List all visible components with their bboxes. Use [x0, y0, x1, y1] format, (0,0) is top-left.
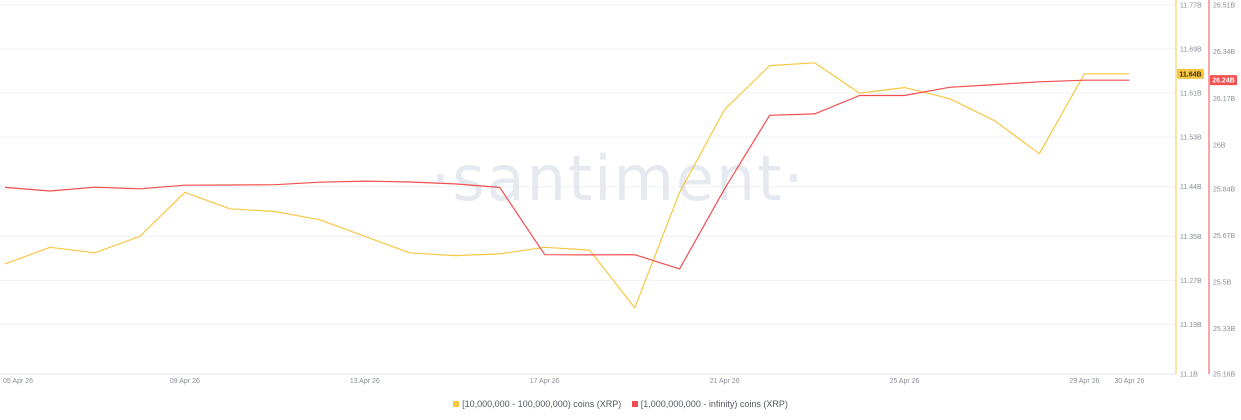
y-right-tick-label: 26.17B — [1213, 96, 1236, 103]
y-right-tick-label: 25.67B — [1213, 233, 1236, 240]
chart-legend: [10,000,000 - 100,000,000) coins (XRP) [… — [0, 399, 1241, 409]
y-right-tick-label: 26B — [1213, 142, 1226, 149]
legend-item-large-holders[interactable]: [1,000,000,000 - infinity) coins (XRP) — [631, 399, 788, 409]
y-right-tick-label: 26.51B — [1213, 3, 1236, 10]
y-left-tick-label: 11.27B — [1180, 278, 1202, 285]
santiment-watermark: ·santiment· — [431, 142, 806, 215]
x-tick-labels: 05 Apr 26 09 Apr 26 13 Apr 26 17 Apr 26 21 A… — [3, 378, 1144, 385]
x-tick-label: 30 Apr 26 — [1114, 378, 1144, 385]
y-right-tick-label: 25.5B — [1213, 280, 1232, 287]
y-left-tick-label: 11.69B — [1180, 47, 1202, 54]
legend-item-small-holders[interactable]: [10,000,000 - 100,000,000) coins (XRP) — [453, 399, 621, 409]
last-value-badge-0 — [1177, 68, 1204, 79]
x-tick-label: 05 Apr 26 — [3, 378, 33, 385]
y-left-tick-label: 11.1B — [1180, 372, 1198, 379]
y-left-tick-label: 11.61B — [1180, 91, 1202, 98]
line-chart: ·santiment· 11.64B 26.24B 11.1B 11.19B 11.2… — [0, 0, 1237, 385]
legend-swatch-yellow — [453, 400, 460, 407]
y-right-tick-label: 25.84B — [1213, 186, 1236, 193]
y-left-tick-label: 11.53B — [1180, 135, 1202, 142]
last-value-label-1: 26.24B — [1212, 78, 1235, 85]
y-left-tick-label: 11.19B — [1180, 322, 1202, 329]
y-left-tick-label: 11.77B — [1180, 3, 1202, 10]
axes — [0, 0, 1210, 375]
last-value-badges: 11.64B 26.24B — [1177, 68, 1237, 86]
x-tick-label: 13 Apr 26 — [350, 378, 380, 385]
x-tick-label: 17 Apr 26 — [530, 378, 560, 385]
y-left-tick-label: 11.44B — [1180, 184, 1202, 191]
legend-label: [1,000,000,000 - infinity) coins (XRP) — [640, 399, 788, 409]
x-tick-label: 25 Apr 26 — [890, 378, 920, 385]
y-right-tick-label: 25.16B — [1213, 372, 1236, 379]
series-line-0 — [4, 62, 1130, 309]
y-right-tick-label: 25.33B — [1213, 326, 1236, 333]
x-tick-label: 29 Apr 26 — [1069, 378, 1099, 385]
legend-label: [10,000,000 - 100,000,000) coins (XRP) — [462, 399, 622, 409]
y-right-tick-label: 26.34B — [1213, 49, 1236, 56]
series-line-1 — [4, 79, 1130, 270]
x-tick-label: 09 Apr 26 — [170, 378, 200, 385]
legend-swatch-red — [631, 400, 638, 407]
last-value-badge-1 — [1210, 75, 1237, 86]
y-tick-labels: 11.1B 11.19B 11.27B 11.35B 11.44B 11.53B 11.61… — [1180, 3, 1236, 379]
gridlines — [0, 4, 1176, 375]
last-value-label-0: 11.64B — [1179, 71, 1201, 78]
y-left-tick-label: 11.35B — [1180, 234, 1202, 241]
x-tick-label: 21 Apr 26 — [710, 378, 740, 385]
series-lines — [4, 62, 1130, 309]
